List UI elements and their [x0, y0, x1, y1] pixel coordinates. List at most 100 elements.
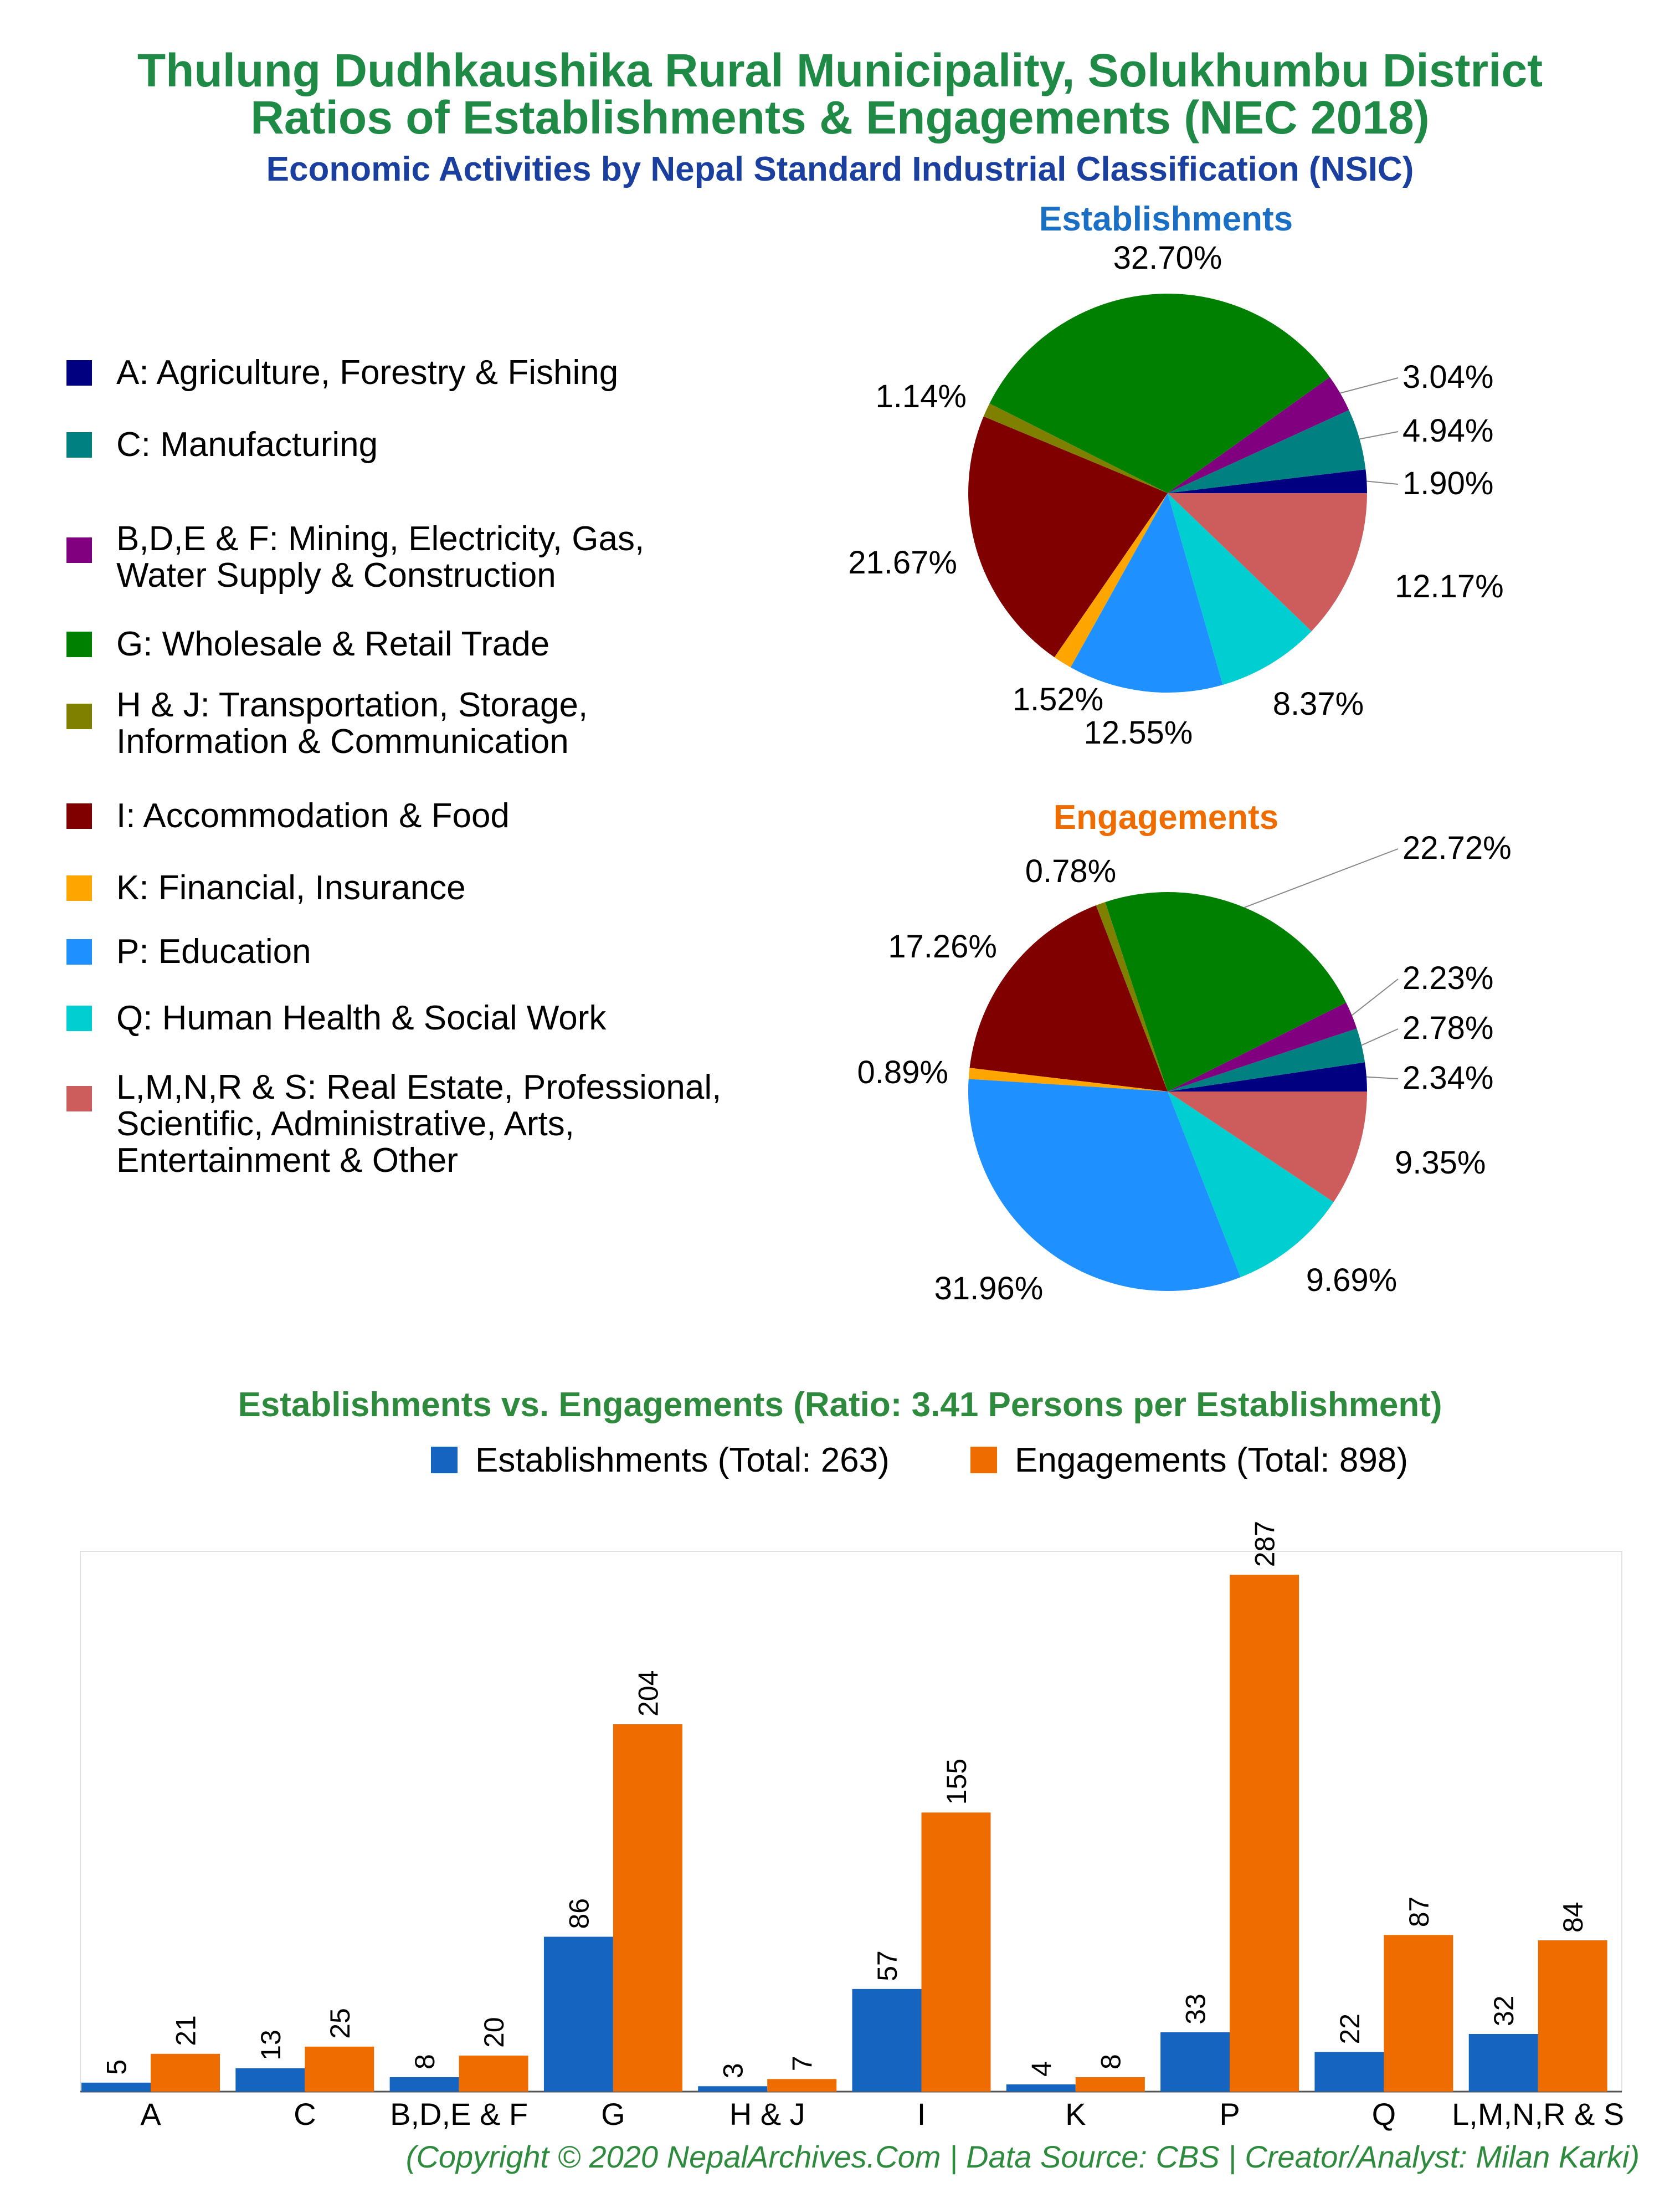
establishments-bar-i [852, 1989, 922, 2092]
engagements-bar-q [1384, 1935, 1453, 2092]
legend-engagements-label: Engagements (Total: 898) [1015, 1441, 1408, 1479]
x-tick-label: L,M,N,R & S [1452, 2097, 1624, 2131]
establishments-pie-slice-k [1054, 493, 1168, 668]
chart-subtitle: Economic Activities by Nepal Standard In… [266, 150, 1414, 188]
establishments-pie-slice-c [1168, 410, 1366, 493]
legend-swatch [66, 803, 92, 829]
engagements-pie-slice-c [1168, 1028, 1365, 1092]
engagements-value-label: 8 [1095, 2054, 1126, 2069]
engagements-value-label: 87 [1404, 1897, 1435, 1928]
engagements-pie-slice-label: 31.96% [934, 1270, 1044, 1306]
legend-label: I: Accommodation & Food [116, 797, 510, 835]
legend-label: Q: Human Health & Social Work [116, 999, 607, 1037]
x-tick-label: C [294, 2097, 316, 2131]
establishments-bar-q [1314, 2052, 1384, 2092]
establishments-bar-p [1160, 2032, 1230, 2092]
engagements-value-label: 21 [171, 2015, 202, 2046]
engagements-pie-slice-q [1168, 1092, 1334, 1278]
establishments-bar-h-j [698, 2086, 768, 2092]
engagements-value-label: 204 [633, 1671, 664, 1717]
legend-swatch [66, 1006, 92, 1031]
engagements-bar-l-m-n-r-s [1538, 1940, 1607, 2092]
legend-swatch [66, 939, 92, 965]
establishments-bar-k [1006, 2084, 1076, 2092]
legend-label: P: Education [116, 932, 311, 971]
establishments-pie-slice-g [989, 294, 1330, 493]
establishments-value-label: 8 [409, 2054, 440, 2069]
engagements-pie-slice-i [969, 905, 1168, 1092]
engagements-pie-leader-line [1366, 1076, 1399, 1079]
engagements-pie-leader-line [1361, 1028, 1399, 1046]
establishments-bar-g [543, 1936, 613, 2092]
chart-title-line2: Ratios of Establishments & Engagements (… [250, 91, 1430, 144]
establishments-bar-a [81, 2082, 151, 2092]
engagements-value-label: 287 [1250, 1521, 1281, 1567]
establishments-pie-slice-label: 4.94% [1402, 413, 1493, 449]
engagements-value-label: 84 [1558, 1902, 1589, 1933]
bar-chart-title: Establishments vs. Engagements (Ratio: 3… [238, 1386, 1442, 1424]
engagements-value-label: 20 [479, 2017, 510, 2048]
establishments-pie-slice-b-d-e-f [1168, 377, 1349, 493]
engagements-pie-slice-label: 0.78% [1025, 853, 1116, 889]
engagements-bar-c [305, 2046, 374, 2092]
engagements-pie-slice-label: 2.78% [1402, 1010, 1493, 1046]
engagements-value-label: 155 [941, 1759, 972, 1805]
bar-chart: 5 21 A 13 25 C 8 20 B,D,E & F 86 204 G 3 7 H & J 57 155 I… [80, 1521, 1624, 2131]
establishments-pie-slice-label: 21.67% [848, 545, 957, 581]
establishments-value-label: 3 [718, 2063, 749, 2078]
chart-title-line1: Thulung Dudhkaushika Rural Municipality,… [137, 44, 1543, 96]
x-tick-label: P [1219, 2097, 1240, 2131]
legend-swatch [66, 537, 92, 563]
engagements-value-label: 25 [325, 2008, 356, 2039]
x-tick-label: K [1065, 2097, 1086, 2131]
establishments-bar-c [235, 2068, 305, 2092]
establishments-value-label: 32 [1488, 1995, 1519, 2026]
engagements-pie-slice-label: 22.72% [1402, 830, 1512, 866]
legend-establishments-label: Establishments (Total: 263) [475, 1441, 890, 1479]
establishments-value-label: 33 [1180, 1994, 1211, 2025]
legend-swatch [66, 632, 92, 657]
x-tick-label: H & J [729, 2097, 805, 2131]
establishments-pie-slice-label: 12.17% [1395, 568, 1504, 604]
establishments-bar-l-m-n-r-s [1468, 2034, 1538, 2092]
engagements-value-label: 7 [787, 2056, 818, 2071]
engagements-bar-k [1075, 2077, 1145, 2092]
pie-charts: 1.90%4.94%3.04%32.70%1.14%21.67%1.52%12.… [848, 240, 1512, 1306]
engagements-pie-slice-p [968, 1079, 1241, 1292]
engagements-bar-h-j [767, 2079, 837, 2092]
engagements-bar-p [1230, 1575, 1299, 2092]
legend-label: K: Financial, Insurance [116, 869, 466, 907]
establishments-pie-leader-line [1340, 377, 1399, 394]
establishments-pie-slice-label: 1.52% [1013, 682, 1103, 718]
x-tick-label: B,D,E & F [390, 2097, 528, 2131]
engagements-bar-a [151, 2053, 220, 2092]
engagements-bar-g [613, 1724, 682, 2092]
x-tick-label: A [140, 2097, 161, 2131]
legend-label: C: Manufacturing [116, 426, 378, 464]
engagements-pie-slice-a [1168, 1062, 1367, 1092]
legend-swatch [66, 1086, 92, 1111]
establishments-pie-slice-h-j [983, 403, 1168, 493]
engagements-pie-slice-h-j [1096, 902, 1168, 1092]
engagements-bar-i [921, 1812, 991, 2092]
engagements-pie-slice-label: 9.69% [1306, 1262, 1397, 1298]
legend-swatch [66, 875, 92, 901]
establishments-pie-leader-line [1366, 480, 1399, 485]
engagements-pie-slice-label: 0.89% [857, 1054, 948, 1090]
establishments-pie-slice-label: 8.37% [1273, 686, 1364, 722]
legend-engagements-swatch [970, 1447, 997, 1473]
establishments-pie-slice-label: 3.04% [1402, 359, 1493, 395]
establishments-value-label: 13 [255, 2030, 286, 2061]
engagements-pie-slice-k [968, 1068, 1168, 1092]
legend-swatch [66, 432, 92, 458]
legend-label: L,M,N,R & S: Real Estate, Professional, … [116, 1068, 722, 1180]
establishments-pie-leader-line [1359, 431, 1399, 440]
engagements-pie-leader-line [1352, 978, 1399, 1016]
establishments-pie-slice-p [1070, 493, 1223, 693]
establishments-pie-slice-label: 32.70% [1113, 240, 1222, 276]
engagements-pie-slice-label: 2.23% [1402, 960, 1493, 996]
engagements-pie-slice-label: 17.26% [888, 929, 997, 965]
engagements-bar-b-d-e-f [459, 2056, 528, 2092]
establishments-pie-slice-q [1168, 493, 1312, 685]
legend-label: H & J: Transportation, Storage, Informat… [116, 686, 588, 761]
